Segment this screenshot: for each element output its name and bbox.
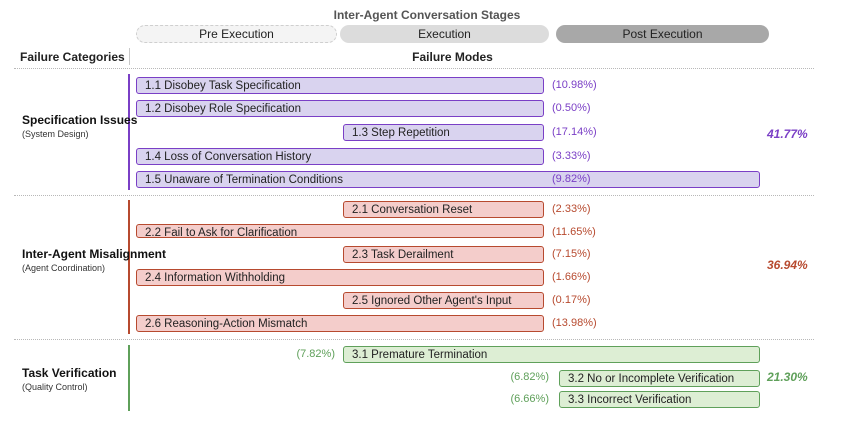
failure-mode-pct: (10.98%) [552,79,597,91]
failure-mode-pct: (7.82%) [296,348,335,360]
failure-mode: 2.2 Fail to Ask for Clarification [136,224,544,238]
failure-mode: 3.1 Premature Termination [343,346,760,363]
failure-mode-pct: (1.66%) [552,271,591,283]
failure-mode: 1.3 Step Repetition [343,124,544,141]
category-subtitle: (Quality Control) [22,382,88,392]
category-specification: Specification Issues (System Design) [22,113,137,141]
category-subtitle: (System Design) [22,129,89,139]
failure-mode-pct: (0.50%) [552,102,591,114]
failure-mode-pct: (6.82%) [510,371,549,383]
category-subtitle: (Agent Coordination) [22,263,106,273]
category-verification: Task Verification (Quality Control) [22,366,116,394]
failure-mode-pct: (9.82%) [552,173,591,185]
failure-mode: 3.2 No or Incomplete Verification [559,370,760,387]
failure-mode-pct: (2.33%) [552,203,591,215]
stage-execution: Execution [340,25,549,43]
failure-mode-pct: (3.33%) [552,150,591,162]
failure-mode: 2.5 Ignored Other Agent's Input [343,292,544,309]
failure-mode-pct: (11.65%) [552,226,596,238]
category-misalignment: Inter-Agent Misalignment (Agent Coordina… [22,247,166,275]
category-total: 36.94% [767,258,808,272]
stage-post-execution: Post Execution [556,25,769,43]
divider [14,68,814,69]
failure-mode-pct: (7.15%) [552,248,591,260]
category-bar-verification [128,345,130,411]
category-total: 21.30% [767,370,808,384]
failure-categories-header: Failure Categories [20,50,125,64]
failure-mode: 1.2 Disobey Role Specification [136,100,544,117]
failure-mode: 2.4 Information Withholding [136,269,544,286]
diagram-title: Inter-Agent Conversation Stages [333,8,521,22]
failure-mode: 1.4 Loss of Conversation History [136,148,544,165]
category-title: Specification Issues [22,113,138,127]
failure-mode-pct: (17.14%) [552,126,597,138]
failure-mode-pct: (13.98%) [552,317,597,329]
failure-mode-pct: (6.66%) [510,393,549,405]
category-title: Task Verification [22,366,117,380]
category-bar-misalignment [128,200,130,334]
failure-modes-header: Failure Modes [412,50,493,64]
failure-mode: 2.6 Reasoning-Action Mismatch [136,315,544,332]
divider [14,339,814,340]
failure-mode: 1.1 Disobey Task Specification [136,77,544,94]
category-bar-specification [128,74,130,190]
failure-mode: 1.5 Unaware of Termination Conditions [136,171,760,188]
failure-mode: 2.3 Task Derailment [343,246,544,263]
stage-pre-execution: Pre Execution [136,25,337,43]
failure-mode-pct: (0.17%) [552,294,591,306]
header-divider [129,48,130,65]
failure-mode: 2.1 Conversation Reset [343,201,544,218]
failure-mode: 3.3 Incorrect Verification [559,391,760,408]
divider [14,195,814,196]
category-total: 41.77% [767,127,808,141]
category-title: Inter-Agent Misalignment [22,247,167,261]
